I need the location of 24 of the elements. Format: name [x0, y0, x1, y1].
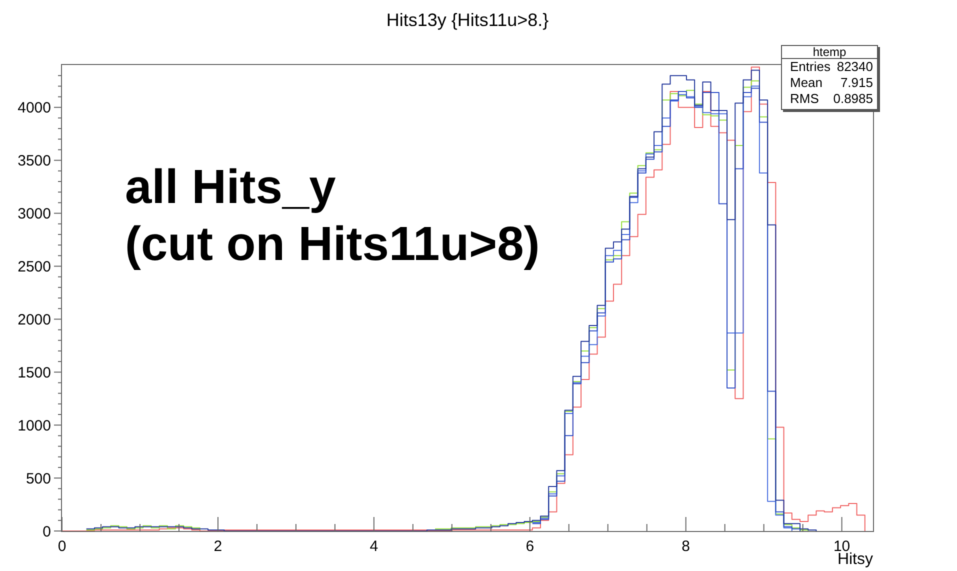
- chart-title: Hits13y {Hits11u>8.}: [386, 10, 549, 30]
- y-tick-label: 0: [42, 523, 51, 540]
- y-tick-label: 1000: [18, 417, 51, 434]
- annotation: 7.915: [840, 75, 873, 91]
- x-tick-label: 4: [370, 538, 378, 555]
- annotation: 0.8985: [833, 91, 873, 107]
- y-tick-label: 3000: [18, 206, 51, 223]
- text: htemp: [812, 45, 846, 59]
- y-tick-label: 4000: [18, 100, 51, 117]
- x-tick-label: 2: [214, 538, 222, 555]
- annotation: RMS: [790, 91, 819, 107]
- x-tick-label: 6: [526, 538, 534, 555]
- annotation: Entries: [790, 59, 830, 75]
- annotation: (cut on Hits11u>8): [125, 218, 540, 271]
- annotation: 82340: [836, 59, 873, 75]
- annotation: all Hits_y: [125, 161, 336, 214]
- y-tick-label: 1500: [18, 364, 51, 382]
- y-tick-label: 2500: [18, 258, 51, 276]
- y-tick-label: 500: [26, 470, 51, 488]
- y-tick-label: 3500: [18, 152, 51, 170]
- annotation: Mean: [790, 75, 823, 91]
- y-tick-label: 2000: [18, 311, 51, 328]
- x-tick-label: 8: [682, 538, 690, 555]
- x-tick-label: 0: [58, 538, 66, 555]
